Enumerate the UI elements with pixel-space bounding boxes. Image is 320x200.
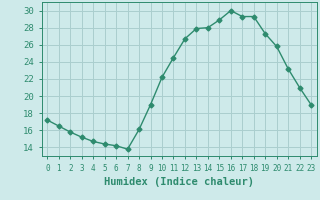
- X-axis label: Humidex (Indice chaleur): Humidex (Indice chaleur): [104, 177, 254, 187]
